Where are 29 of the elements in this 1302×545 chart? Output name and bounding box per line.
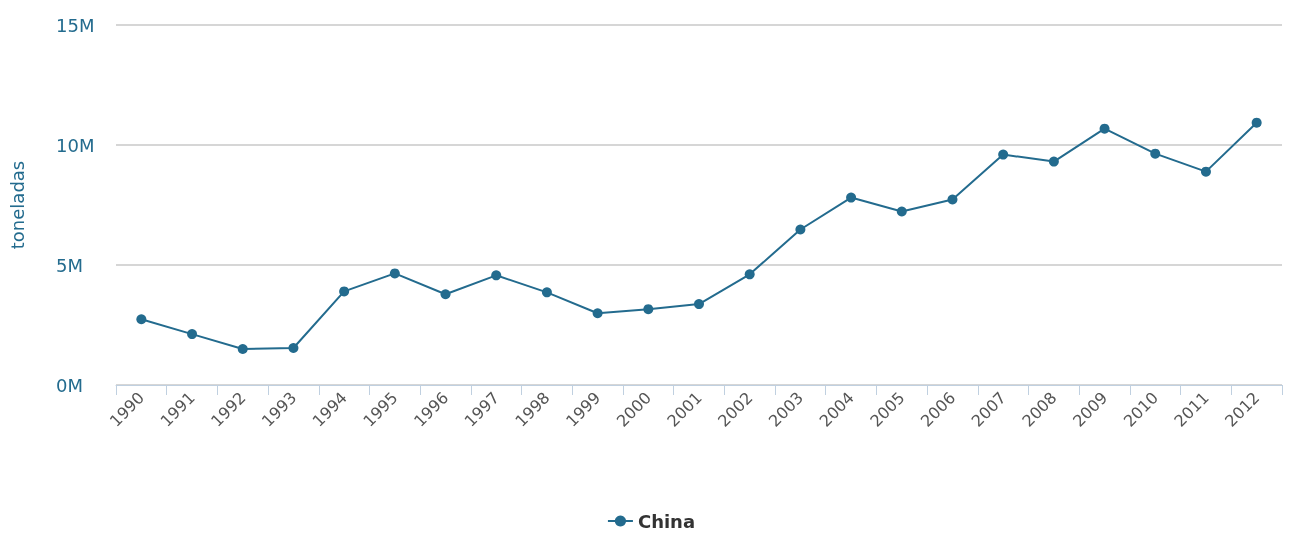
point: [1150, 148, 1161, 159]
point: [1048, 156, 1059, 167]
point: [237, 344, 248, 354]
point: [896, 206, 907, 217]
point: [694, 299, 704, 310]
point: [187, 329, 198, 340]
point: [288, 343, 299, 354]
point: [541, 287, 552, 298]
point: [136, 314, 147, 325]
point: [998, 149, 1009, 160]
point: [947, 194, 958, 205]
legend-label: China: [637, 510, 696, 532]
point: [643, 304, 654, 315]
y-tick-label: 5M: [56, 254, 83, 276]
point: [491, 270, 502, 281]
point: [1099, 123, 1110, 134]
point: [1251, 117, 1262, 128]
point: [744, 269, 755, 280]
y-tick-label: 10M: [56, 134, 95, 156]
point: [592, 308, 603, 319]
y-tick-label: 15M: [56, 14, 95, 36]
point: [440, 289, 451, 300]
point: [339, 286, 350, 297]
y-axis-title: toneladas: [6, 160, 28, 250]
point: [1200, 166, 1211, 177]
point: [389, 268, 400, 279]
y-tick-label: 0M: [56, 374, 83, 396]
point: [846, 192, 857, 203]
point: [795, 224, 806, 235]
